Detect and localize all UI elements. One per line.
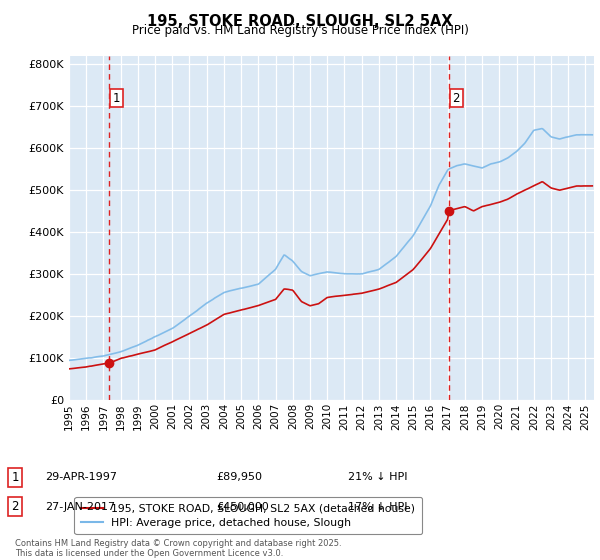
Text: 195, STOKE ROAD, SLOUGH, SL2 5AX: 195, STOKE ROAD, SLOUGH, SL2 5AX [147,14,453,29]
Text: Price paid vs. HM Land Registry's House Price Index (HPI): Price paid vs. HM Land Registry's House … [131,24,469,36]
Text: £89,950: £89,950 [216,472,262,482]
Text: 21% ↓ HPI: 21% ↓ HPI [348,472,407,482]
Text: 2: 2 [452,91,460,105]
Text: £450,000: £450,000 [216,502,269,512]
Text: 1: 1 [11,470,19,484]
Text: Contains HM Land Registry data © Crown copyright and database right 2025.
This d: Contains HM Land Registry data © Crown c… [15,539,341,558]
Text: 2: 2 [11,500,19,514]
Text: 17% ↓ HPI: 17% ↓ HPI [348,502,407,512]
Legend: 195, STOKE ROAD, SLOUGH, SL2 5AX (detached house), HPI: Average price, detached : 195, STOKE ROAD, SLOUGH, SL2 5AX (detach… [74,497,422,534]
Text: 27-JAN-2017: 27-JAN-2017 [45,502,115,512]
Text: 1: 1 [113,91,120,105]
Text: 29-APR-1997: 29-APR-1997 [45,472,117,482]
